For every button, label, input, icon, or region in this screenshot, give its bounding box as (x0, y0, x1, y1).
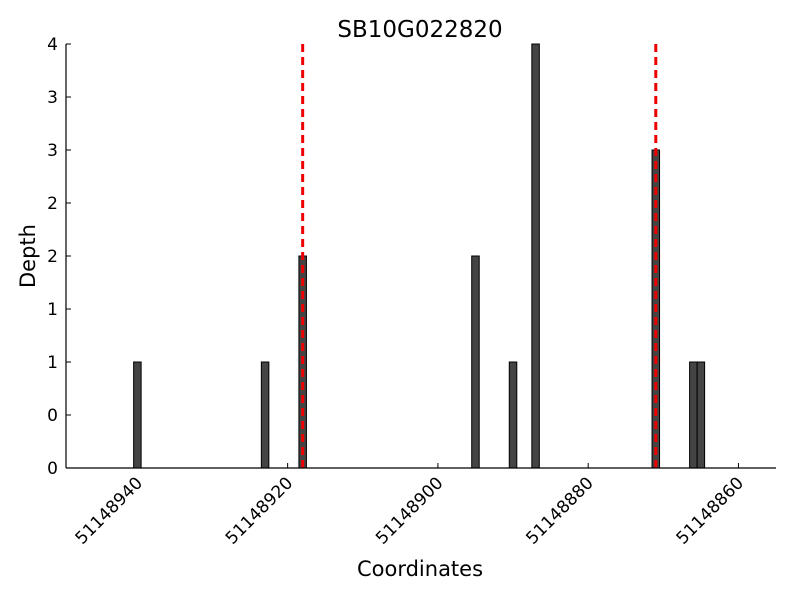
x-tick-label: 51148860 (673, 473, 748, 548)
y-tick-label: 1 (47, 300, 58, 320)
bar (133, 361, 142, 469)
bar (696, 361, 706, 469)
x-tick-label: 51148940 (72, 473, 147, 548)
y-tick-label: 3 (47, 88, 58, 108)
x-axis-label: Coordinates (357, 557, 483, 581)
y-tick-label: 2 (47, 194, 58, 214)
y-tick-label: 0 (47, 406, 58, 426)
y-tick-label: 3 (47, 141, 58, 161)
bar (508, 361, 518, 469)
y-tick-label: 1 (47, 353, 58, 373)
x-tick-label: 51148880 (522, 473, 597, 548)
bar (260, 361, 270, 469)
bar (531, 43, 540, 469)
bar (471, 255, 480, 469)
x-tick-label: 51148900 (372, 473, 447, 548)
y-axis-label: Depth (16, 224, 40, 288)
y-tick-label: 2 (47, 247, 58, 267)
bar (689, 361, 698, 469)
chart-title: SB10G022820 (337, 17, 502, 43)
x-tick-label: 51148920 (222, 473, 297, 548)
y-tick-label: 0 (47, 459, 58, 479)
y-tick-label: 4 (47, 35, 58, 55)
